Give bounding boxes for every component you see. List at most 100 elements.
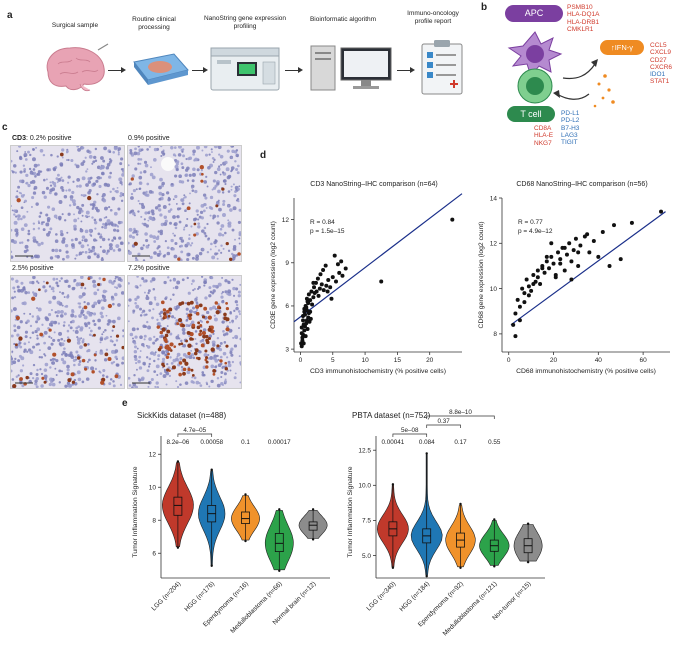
nucleus [11, 159, 13, 163]
data-point [318, 272, 323, 277]
nucleus [77, 302, 80, 305]
y-tick-label: 14 [490, 195, 498, 202]
nucleus [133, 355, 138, 359]
nucleus [227, 190, 231, 193]
violin-shape [513, 524, 543, 562]
nucleus [91, 304, 96, 309]
cd3-positive-cell [187, 343, 192, 348]
nucleus [54, 192, 58, 196]
nucleus [176, 355, 179, 358]
nucleus [50, 337, 53, 339]
nucleus [133, 229, 138, 234]
cd3-positive-cell [197, 321, 201, 325]
nucleus [70, 243, 75, 247]
nucleus [35, 376, 40, 381]
cd3-positive-cell [182, 358, 187, 363]
nucleus [50, 308, 54, 312]
nucleus [204, 153, 209, 157]
nucleus [169, 298, 172, 301]
data-point [325, 289, 330, 294]
nucleus [111, 281, 115, 285]
cd3-positive-cell [194, 348, 199, 353]
nucleus [109, 171, 112, 175]
nucleus [141, 205, 146, 210]
cd3-positive-cell [87, 277, 91, 281]
data-point [540, 266, 545, 271]
nucleus [186, 276, 189, 280]
step-label-report: Immuno-oncology profile report [407, 10, 459, 25]
nucleus [185, 307, 189, 311]
nucleus [49, 184, 53, 187]
data-point [321, 288, 326, 293]
y-tick-label: 6 [152, 551, 156, 558]
nucleus [100, 299, 103, 302]
violin-title: SickKids dataset (n=488) [137, 411, 226, 420]
nucleus [169, 221, 172, 225]
nucleus [96, 254, 100, 259]
nucleus [38, 355, 42, 359]
cd3-positive-cell [173, 345, 177, 349]
nucleus [31, 376, 35, 380]
nucleus [146, 356, 149, 359]
step-label-surgical-sample: Surgical sample [51, 22, 99, 29]
nucleus [106, 162, 111, 167]
nucleus [82, 194, 86, 198]
x-tick-label: 15 [394, 357, 402, 364]
nucleus [13, 329, 17, 332]
cd3-positive-cell [102, 277, 106, 282]
nucleus [203, 146, 208, 149]
nucleus [97, 326, 101, 330]
nucleus [159, 372, 163, 375]
nucleus [184, 302, 188, 305]
cd3-positive-cell [198, 303, 203, 308]
nucleus [231, 149, 235, 154]
nucleus [11, 355, 13, 358]
nucleus [195, 209, 199, 213]
nucleus [157, 204, 161, 208]
nucleus [177, 334, 180, 337]
data-point [571, 248, 576, 253]
nucleus [146, 320, 149, 324]
nucleus [211, 156, 215, 160]
cd3-positive-cell [205, 356, 209, 360]
cd3-positive-cell [19, 377, 23, 381]
nucleus [37, 307, 42, 312]
nucleus [30, 255, 34, 259]
nucleus [88, 228, 92, 232]
nucleus [192, 289, 195, 292]
nucleus [224, 182, 227, 186]
violin-shape [264, 510, 294, 571]
nucleus [222, 330, 225, 333]
nucleus [82, 313, 85, 317]
nucleus [134, 301, 137, 305]
nucleus [18, 241, 22, 245]
outlier-point [176, 460, 180, 463]
nucleus [216, 167, 221, 172]
data-point [330, 275, 335, 280]
y-tick-label: 10 [149, 485, 157, 492]
cd3-positive-cell [107, 356, 112, 361]
nucleus [239, 363, 241, 366]
nucleus [157, 245, 161, 249]
nucleus [222, 351, 227, 356]
nucleus [222, 179, 226, 183]
nucleus [16, 285, 20, 289]
data-point [334, 279, 338, 284]
nucleus [128, 282, 130, 285]
nucleus [157, 254, 160, 257]
nucleus [181, 202, 185, 206]
nucleus [160, 222, 165, 227]
nucleus [112, 187, 115, 191]
violin-shape [198, 470, 226, 566]
cd3-positive-cell [190, 368, 194, 372]
nucleus [112, 319, 116, 324]
nucleus [221, 276, 224, 279]
nucleus [135, 188, 138, 191]
nucleus [58, 331, 63, 336]
nucleus [19, 179, 23, 183]
nucleus [100, 314, 104, 319]
nucleus [178, 180, 182, 184]
nucleus [225, 332, 229, 336]
nucleus [22, 286, 26, 291]
nucleus [120, 291, 124, 295]
